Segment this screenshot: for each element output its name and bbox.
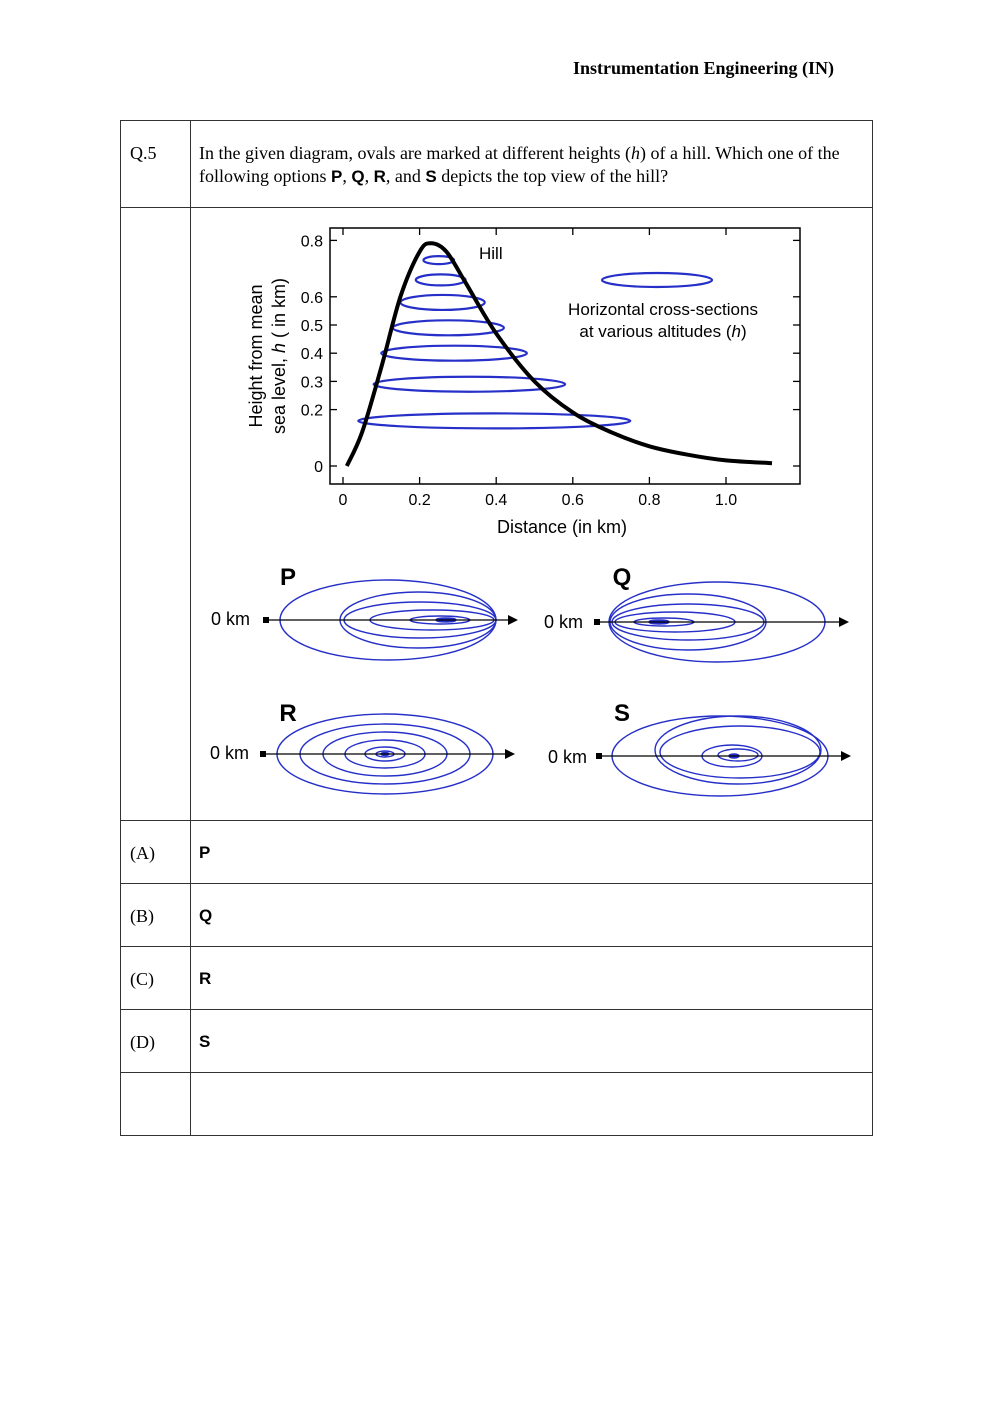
question-text-part: depicts the top view of the hill? [436,166,669,186]
option-ref-p: P [331,167,343,186]
option-r-arrowhead [505,749,515,759]
option-p-label: P [280,564,296,591]
answer-row-a: (A) P [120,820,873,884]
y-tick-label: 0.8 [301,233,323,250]
question-text-part: ) of a hill. Which one of the following … [199,143,840,186]
question-text: In the given diagram, ovals are marked a… [191,121,872,202]
x-tick-label: 0.2 [408,492,430,509]
question-table: Q.5 In the given diagram, ovals are mark… [120,120,873,1136]
option-r-label: R [279,700,296,727]
empty-cell [120,1072,191,1136]
x-tick-label: 1.0 [715,492,737,509]
answer-label-cell: (C) [120,946,191,1010]
answer-value-cell[interactable]: R [190,946,873,1010]
option-q-label: Q [613,564,632,591]
answer-label-c: (C) [130,969,154,989]
y-tick-label: 0.5 [301,318,323,335]
question-row: Q.5 In the given diagram, ovals are mark… [120,120,873,208]
x-axis-label: Distance (in km) [497,517,627,537]
figure-cell: 0 0.2 0.4 0.6 0.8 1.0 0 0.2 0.3 0.4 0.5 0.6 0.8 Hil… [190,207,873,821]
option-q-zero-label: 0 km [544,612,583,632]
question-text-part: In the given diagram, ovals are marked a… [199,143,632,163]
option-p-origin-marker [263,617,269,623]
option-p-arrowhead [508,615,518,625]
legend-text-line1: Horizontal cross-sections [568,300,758,319]
hill-figure: 0 0.2 0.4 0.6 0.8 1.0 0 0.2 0.3 0.4 0.5 0.6 0.8 Hil… [210,227,851,797]
answer-label-d: (D) [130,1032,155,1052]
question-number-cell: Q.5 [120,120,191,208]
answer-row-d: (D) S [120,1009,873,1073]
empty-cell [190,1072,873,1136]
answer-value-c: R [199,969,212,988]
legend-oval [600,271,714,289]
answer-value-cell[interactable]: S [190,1009,873,1073]
answer-label-cell: (D) [120,1009,191,1073]
option-r-zero-label: 0 km [210,743,249,763]
option-ref-r: R [373,167,386,186]
paper-title: Instrumentation Engineering (IN) [572,58,834,78]
option-ref-s: S [425,167,437,186]
option-s-arrowhead [841,751,851,761]
y-tick-label: 0.4 [301,346,323,363]
cross-section-oval [357,412,632,430]
variable-h: h [631,143,641,163]
y-tick-label: 0.6 [301,290,323,307]
y-axis-label-line1: Height from mean [246,284,266,427]
answer-value-cell[interactable]: Q [190,883,873,947]
option-ref-q: Q [351,167,365,186]
y-tick-label: 0 [314,459,323,476]
hill-label: Hill [479,244,503,263]
option-s-zero-label: 0 km [548,747,587,767]
x-tick-label: 0 [339,492,348,509]
empty-row [120,1072,873,1136]
option-q-arrowhead [839,617,849,627]
question-text-part: , [364,166,374,186]
answer-label-cell: (B) [120,883,191,947]
answer-label-a: (A) [130,843,155,863]
answer-row-c: (C) R [120,946,873,1010]
answer-label-b: (B) [130,906,154,926]
answer-row-b: (B) Q [120,883,873,947]
y-tick-label: 0.2 [301,403,323,420]
cross-section-ovals [357,255,632,430]
y-tick-label: 0.3 [301,374,323,391]
figure-number-cell [120,207,191,821]
cross-section-oval [380,344,528,362]
question-text-part: , [342,166,352,186]
x-tick-label: 0.4 [485,492,507,509]
option-q-origin-marker [594,619,600,625]
answer-value-b: Q [199,906,213,925]
option-s-origin-marker [596,753,602,759]
x-axis-ticks: 0 0.2 0.4 0.6 0.8 1.0 [339,228,737,509]
answer-label-cell: (A) [120,820,191,884]
option-r-origin-marker [260,751,266,757]
cross-section-oval [372,375,567,393]
y-axis-label-line2: sea level, h ( in km) [269,278,289,434]
x-tick-label: 0.6 [562,492,584,509]
x-tick-label: 0.8 [638,492,660,509]
plot-frame [329,227,801,485]
cross-section-oval [414,273,467,287]
answer-value-d: S [199,1032,211,1051]
answer-value-cell[interactable]: P [190,820,873,884]
question-text-part: , and [385,166,426,186]
question-number: Q.5 [130,143,157,163]
option-p-zero-label: 0 km [211,609,250,629]
y-axis-ticks: 0 0.2 0.3 0.4 0.5 0.6 0.8 [301,233,800,476]
option-s-label: S [614,700,630,727]
legend-text-line2: at various altitudes (h) [579,322,746,341]
hill-curve [345,241,773,467]
figure-row: 0 0.2 0.4 0.6 0.8 1.0 0 0.2 0.3 0.4 0.5 0.6 0.8 Hil… [120,207,873,821]
answer-value-a: P [199,843,211,862]
question-text-cell: In the given diagram, ovals are marked a… [190,120,873,208]
